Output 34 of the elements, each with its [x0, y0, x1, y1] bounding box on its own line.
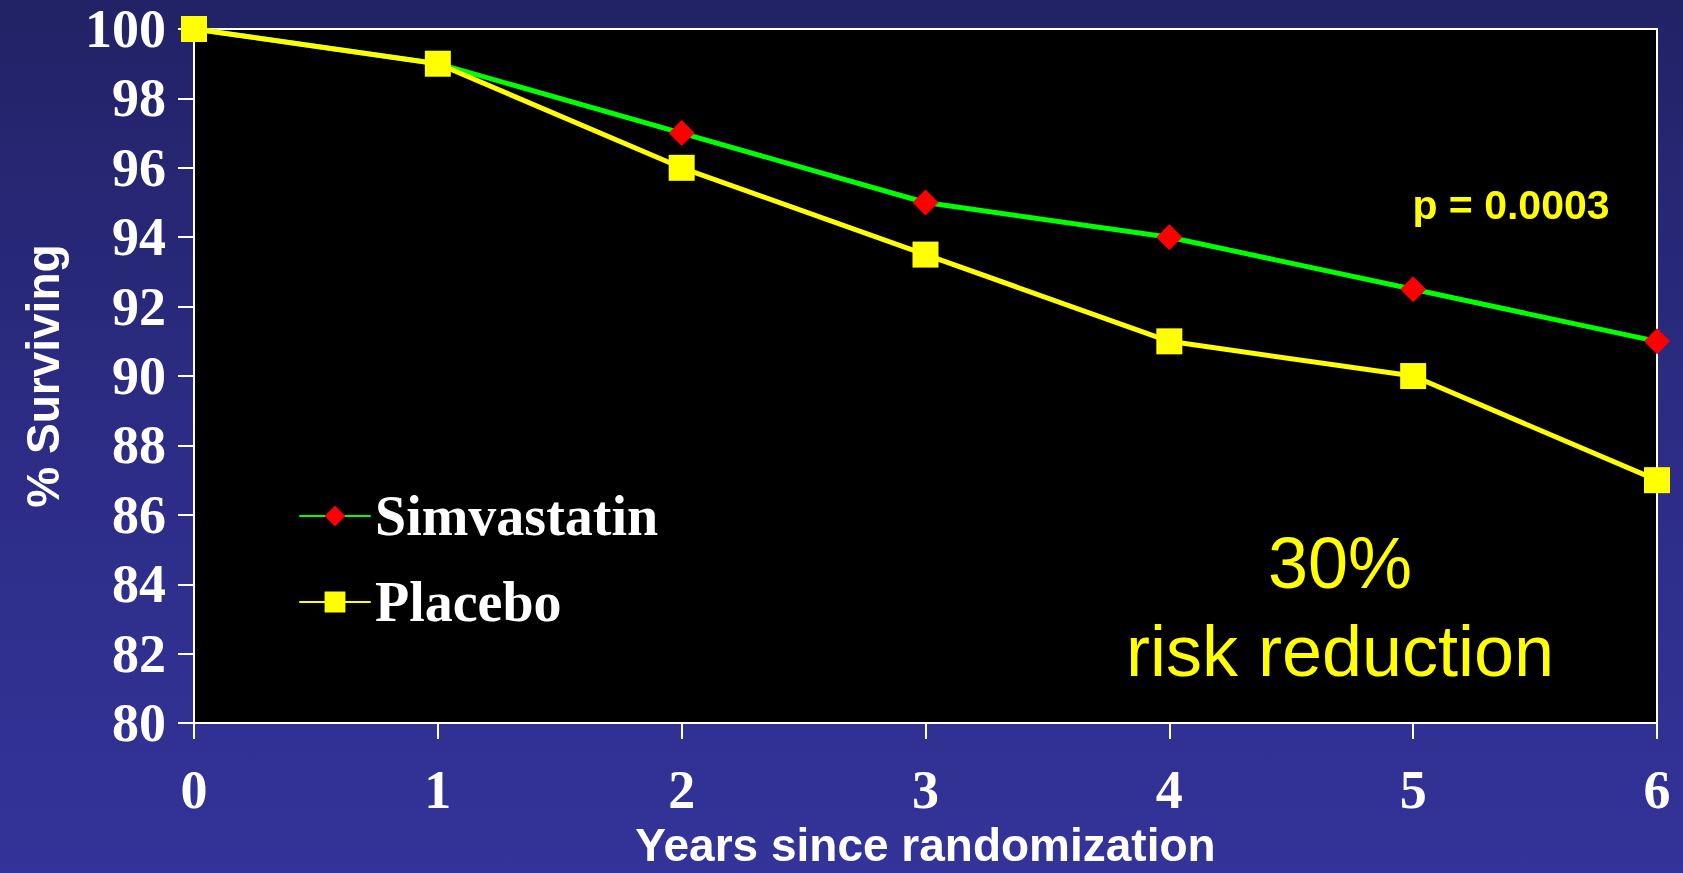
y-tick-label: 88: [112, 415, 166, 476]
point: [912, 189, 939, 216]
point: [912, 241, 939, 268]
point: [1400, 276, 1427, 303]
x-axis-title: Years since randomization: [635, 819, 1216, 871]
y-tick-label: 100: [85, 0, 166, 59]
x-tick-label: 5: [1399, 760, 1427, 821]
x-tick-label: 3: [912, 760, 939, 821]
point: [668, 120, 695, 147]
y-tick-label: 92: [112, 276, 166, 337]
legend-label: Placebo: [375, 571, 562, 633]
x-tick-label: 1: [424, 760, 452, 821]
annotation: 30% risk reduction: [1125, 523, 1555, 691]
y-tick-label: 94: [112, 207, 166, 268]
point: [1156, 224, 1183, 251]
point: [1400, 363, 1427, 390]
y-tick-label: 82: [112, 623, 166, 684]
y-tick-label: 80: [112, 693, 166, 754]
x-tick-label: 0: [180, 760, 208, 821]
x-tick-label: 4: [1155, 760, 1183, 821]
y-tick-label: 84: [112, 554, 166, 615]
y-tick-label: 90: [112, 346, 166, 407]
y-tick-label: 86: [112, 484, 166, 545]
legend-label: Simvastatin: [375, 485, 659, 547]
point: [1644, 467, 1670, 494]
y-tick-label: 98: [112, 68, 166, 129]
y-tick-label: 96: [112, 137, 166, 198]
y-axis-title: % Surviving: [17, 244, 69, 508]
annotation: p = 0.0003: [1412, 182, 1610, 228]
x-tick-label: 6: [1643, 760, 1671, 821]
x-tick-label: 2: [668, 760, 696, 821]
point: [1644, 328, 1670, 355]
point: [668, 154, 695, 181]
point: [1156, 328, 1183, 355]
